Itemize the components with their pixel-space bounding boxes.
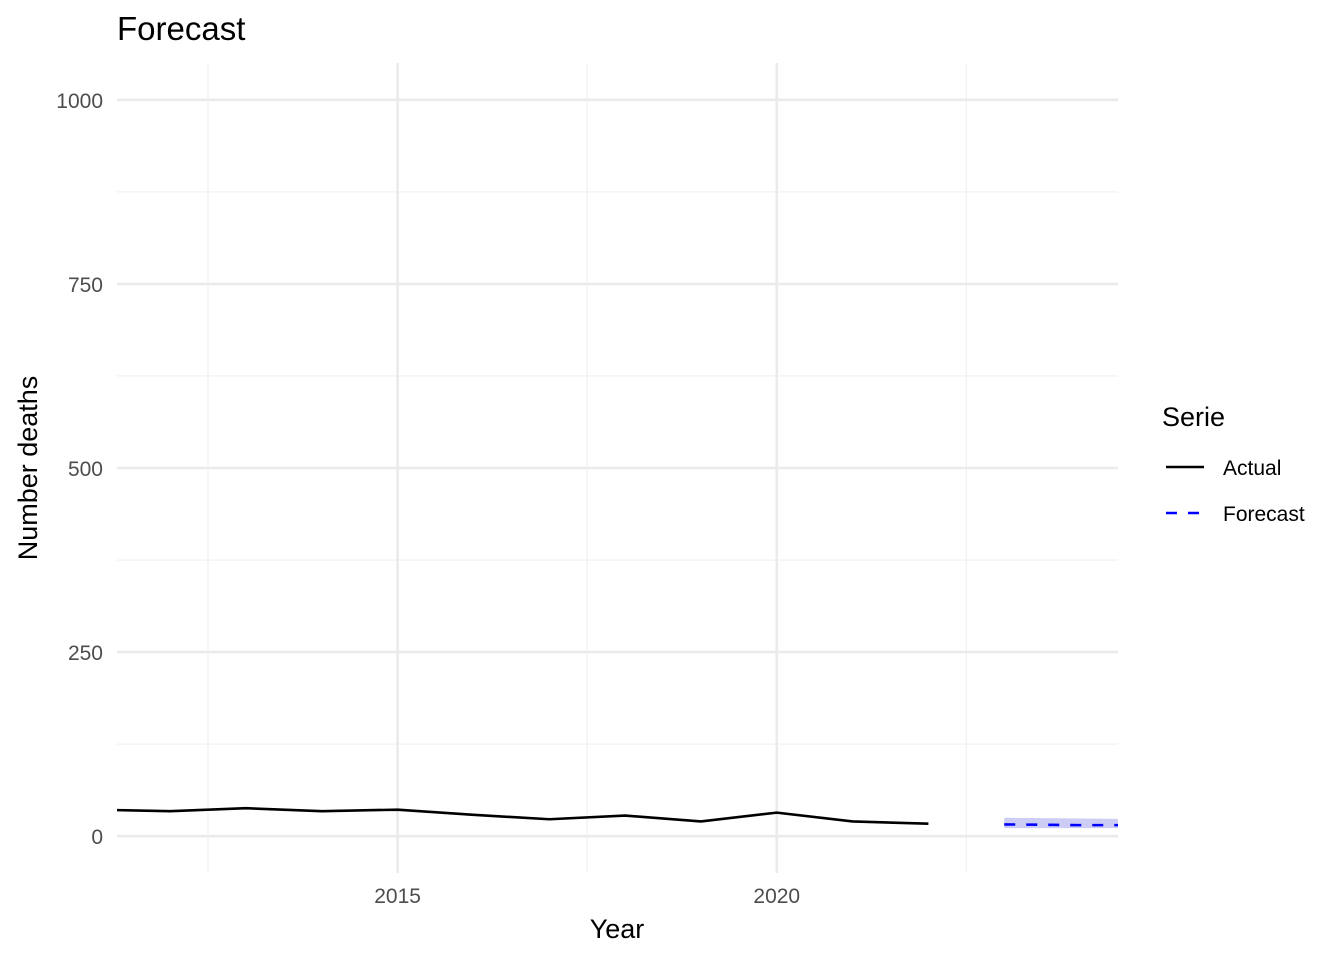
x-tick-label: 2015 bbox=[374, 885, 421, 908]
x-tick-label: 2020 bbox=[753, 885, 800, 908]
y-tick-label: 250 bbox=[68, 642, 103, 665]
forecast-band bbox=[1004, 817, 1118, 829]
y-axis-title: Number deaths bbox=[13, 376, 43, 561]
legend-label-actual: Actual bbox=[1223, 457, 1281, 480]
series-line-forecast bbox=[1004, 823, 1118, 827]
chart-title: Forecast bbox=[117, 10, 245, 47]
series-lines bbox=[117, 806, 1118, 827]
forecast-interval-band bbox=[1004, 817, 1118, 829]
grid bbox=[117, 63, 1118, 873]
x-axis-title: Year bbox=[590, 914, 645, 944]
legend: Serie Actual Forecast bbox=[1162, 402, 1305, 526]
y-tick-label: 0 bbox=[91, 826, 103, 849]
tick-labels: 2015 2020 0 250 500 750 1000 bbox=[56, 90, 800, 908]
legend-label-forecast: Forecast bbox=[1223, 503, 1305, 526]
legend-title: Serie bbox=[1162, 402, 1225, 432]
y-tick-label: 1000 bbox=[56, 90, 103, 113]
series-line-actual bbox=[117, 806, 929, 825]
y-tick-label: 750 bbox=[68, 274, 103, 297]
y-tick-label: 500 bbox=[68, 458, 103, 481]
